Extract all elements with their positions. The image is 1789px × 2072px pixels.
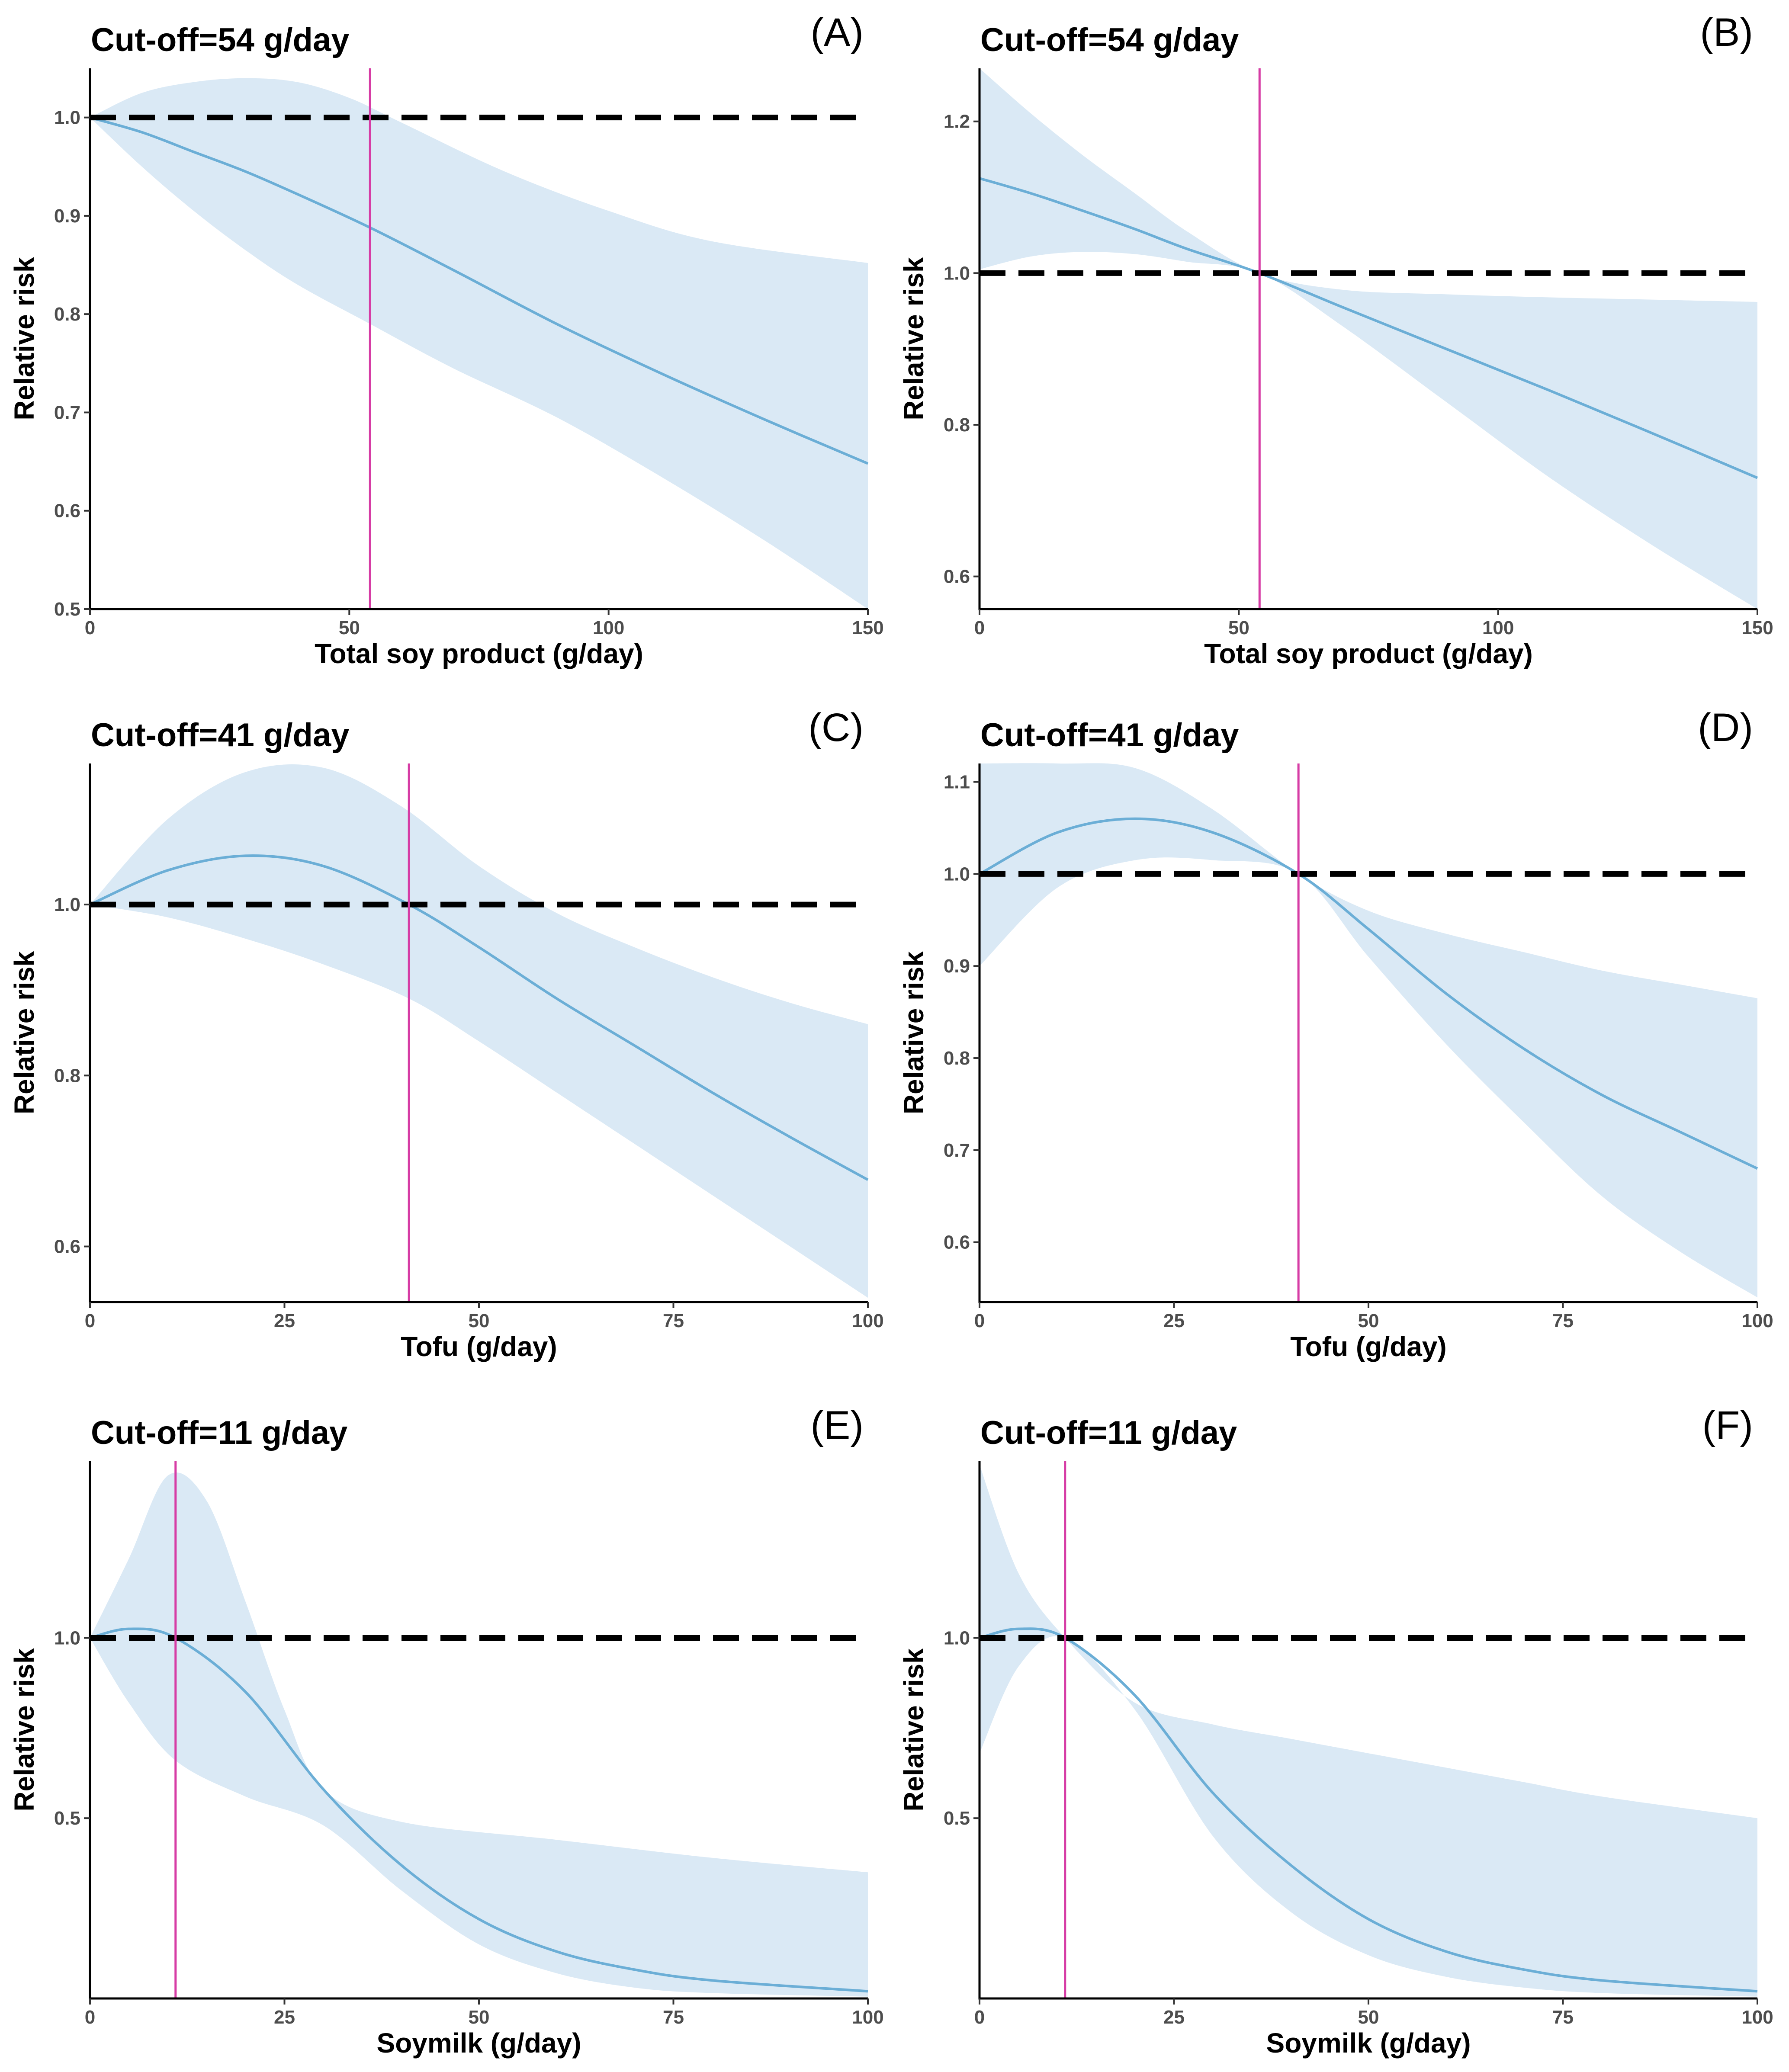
- y-tick-label-b: 1.0: [944, 263, 970, 284]
- y-tick-label-a: 0.8: [54, 304, 80, 325]
- y-tick-label-c: 1.0: [54, 894, 80, 915]
- y-axis-label-e: Relative risk: [9, 1648, 40, 1812]
- x-tick-label-b: 50: [1228, 617, 1249, 638]
- y-tick-label-e: 1.0: [54, 1627, 80, 1649]
- x-tick-label-c: 0: [85, 1310, 95, 1331]
- y-tick-label-d: 0.7: [944, 1140, 970, 1161]
- y-axis-label-c: Relative risk: [9, 951, 40, 1115]
- panel-title-d: Cut-off=41 g/day: [980, 717, 1239, 754]
- y-tick-label-a: 0.9: [54, 205, 80, 227]
- x-tick-label-e: 25: [274, 2007, 295, 2028]
- y-tick-label-a: 0.7: [54, 402, 80, 423]
- x-tick-label-a: 150: [852, 617, 883, 638]
- x-axis-label-b: Total soy product (g/day): [1204, 638, 1533, 669]
- y-tick-label-f: 1.0: [944, 1627, 970, 1649]
- panel-label-b: (B): [1700, 10, 1753, 55]
- y-tick-label-d: 1.1: [944, 772, 970, 793]
- x-tick-label-f: 0: [974, 2007, 985, 2028]
- panel-b: 0 50 100 150 0.6 0.8 1.0 1.2 Cut-off=54 g/day (B)…: [898, 10, 1773, 669]
- x-tick-label-f: 100: [1741, 2007, 1773, 2028]
- risk-curve-e: [90, 1627, 868, 1993]
- confidence-band-e: [90, 1472, 868, 1997]
- confidence-band-d: [980, 763, 1757, 1298]
- risk-curve-d: [979, 817, 1758, 1170]
- x-tick-label-d: 50: [1358, 1310, 1379, 1331]
- y-tick-label-d: 1.0: [944, 863, 970, 885]
- x-tick-label-f: 50: [1358, 2007, 1379, 2028]
- panel-label-d: (D): [1698, 706, 1753, 750]
- y-tick-label-b: 0.6: [944, 566, 970, 587]
- x-tick-label-a: 0: [85, 617, 95, 638]
- panel-e: 0 25 50 75 100 0.5 1.0 Cut-off=11 g/day (E) Soymi…: [9, 1403, 884, 2059]
- x-axis-label-d: Tofu (g/day): [1290, 1331, 1446, 1362]
- y-tick-label-c: 0.6: [54, 1236, 80, 1257]
- panel-title-c: Cut-off=41 g/day: [91, 717, 350, 754]
- y-tick-label-c: 0.8: [54, 1065, 80, 1086]
- panel-f: 0 25 50 75 100 0.5 1.0 Cut-off=11 g/day (F) Soymi…: [898, 1403, 1773, 2059]
- x-axis-label-e: Soymilk (g/day): [377, 2027, 581, 2059]
- x-tick-label-f: 75: [1552, 2007, 1574, 2028]
- confidence-band-f: [980, 1465, 1757, 1997]
- x-tick-label-a: 50: [339, 617, 360, 638]
- x-tick-label-d: 0: [974, 1310, 985, 1331]
- x-tick-label-e: 50: [469, 2007, 490, 2028]
- y-tick-label-a: 0.5: [54, 599, 80, 620]
- x-tick-label-c: 100: [852, 1310, 883, 1331]
- x-tick-label-d: 100: [1741, 1310, 1773, 1331]
- panel-a: 0 50 100 150 0.5 0.6 0.7 0.8 0.9 1.0 Cut-off=54 g/…: [9, 10, 884, 669]
- y-axis-label-d: Relative risk: [898, 951, 929, 1115]
- risk-curve-a: [90, 116, 869, 465]
- confidence-band-a: [90, 78, 868, 609]
- panel-title-a: Cut-off=54 g/day: [91, 22, 350, 58]
- x-tick-label-d: 75: [1552, 1310, 1574, 1331]
- x-tick-label-c: 50: [469, 1310, 490, 1331]
- x-tick-label-f: 25: [1163, 2007, 1185, 2028]
- x-tick-label-b: 150: [1741, 617, 1773, 638]
- x-tick-label-d: 25: [1163, 1310, 1185, 1331]
- x-tick-label-a: 100: [593, 617, 624, 638]
- panel-title-e: Cut-off=11 g/day: [91, 1414, 347, 1451]
- x-tick-label-e: 0: [85, 2007, 95, 2028]
- panel-title-b: Cut-off=54 g/day: [980, 22, 1239, 58]
- risk-curve-f: [979, 1627, 1758, 1993]
- panel-label-c: (C): [808, 706, 864, 750]
- y-tick-label-e: 0.5: [54, 1808, 80, 1829]
- panel-label-f: (F): [1702, 1403, 1753, 1447]
- x-tick-label-b: 100: [1482, 617, 1514, 638]
- confidence-band-b: [980, 68, 1757, 609]
- x-tick-label-b: 0: [974, 617, 985, 638]
- y-tick-label-d: 0.9: [944, 956, 970, 977]
- risk-curve-c: [89, 854, 869, 1181]
- panel-d: 0 25 50 75 100 0.6 0.7 0.8 0.9 1.0 1.1 Cut-off=41 g…: [898, 706, 1773, 1362]
- y-tick-label-b: 0.8: [944, 414, 970, 436]
- panel-label-a: (A): [810, 10, 864, 55]
- panel-title-f: Cut-off=11 g/day: [980, 1414, 1237, 1451]
- panel-c: 0 25 50 75 100 0.6 0.8 1.0 Cut-off=41 g/day (C) To…: [9, 706, 884, 1362]
- y-tick-label-d: 0.6: [944, 1232, 970, 1253]
- risk-curve-b: [979, 177, 1758, 479]
- confidence-band-c: [90, 764, 868, 1298]
- y-tick-label-b: 1.2: [944, 111, 970, 132]
- panel-label-e: (E): [810, 1403, 864, 1447]
- y-tick-label-f: 0.5: [944, 1808, 970, 1829]
- y-axis-label-a: Relative risk: [9, 257, 40, 420]
- y-axis-label-f: Relative risk: [898, 1648, 929, 1812]
- x-axis-label-a: Total soy product (g/day): [315, 638, 643, 669]
- y-axis-label-b: Relative risk: [898, 257, 929, 420]
- y-tick-label-d: 0.8: [944, 1048, 970, 1069]
- x-tick-label-e: 75: [663, 2007, 684, 2028]
- x-tick-label-e: 100: [852, 2007, 883, 2028]
- x-tick-label-c: 25: [274, 1310, 295, 1331]
- x-tick-label-c: 75: [663, 1310, 684, 1331]
- x-axis-label-f: Soymilk (g/day): [1266, 2027, 1471, 2059]
- y-tick-label-a: 0.6: [54, 500, 80, 522]
- x-axis-label-c: Tofu (g/day): [401, 1331, 557, 1362]
- y-tick-label-a: 1.0: [54, 107, 80, 128]
